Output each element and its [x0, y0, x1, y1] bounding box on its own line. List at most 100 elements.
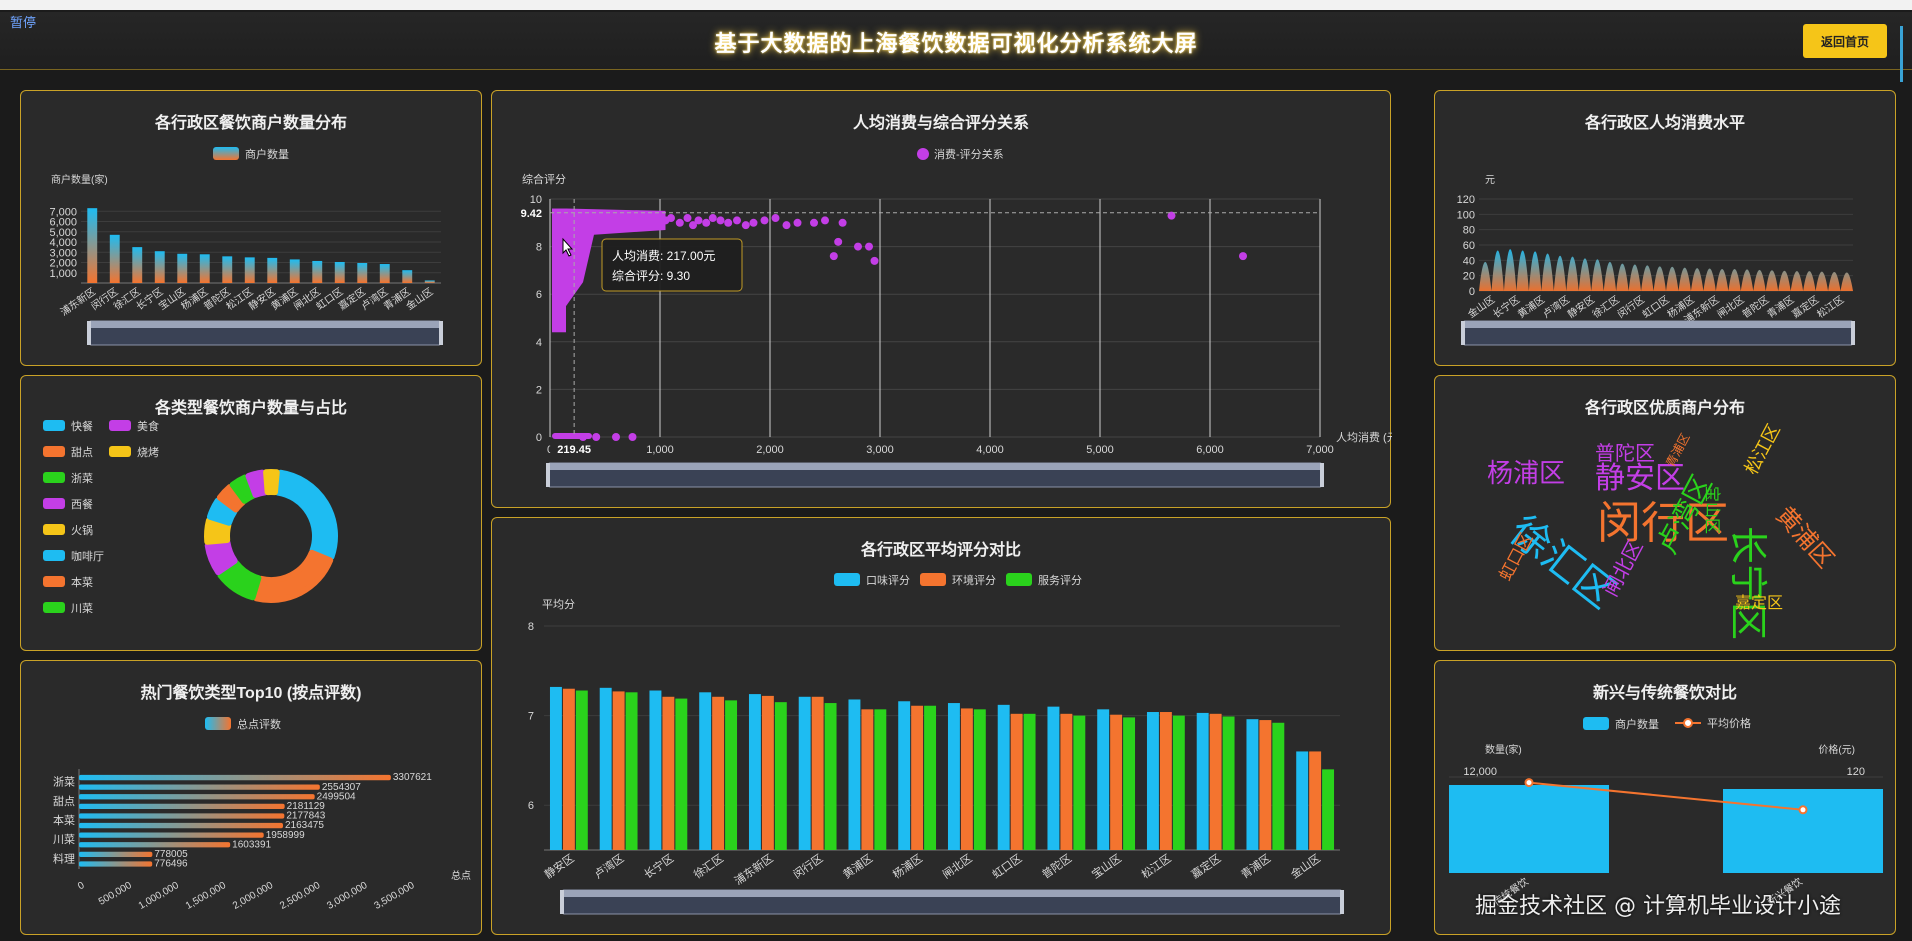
scatter-point[interactable]: [1239, 252, 1247, 261]
legend-快餐-swatch[interactable]: [43, 420, 65, 431]
bar-口味评分-闵行区[interactable]: [798, 696, 811, 850]
word-杨浦区[interactable]: 杨浦区: [1487, 458, 1565, 488]
bar-服务评分-静安区[interactable]: [575, 690, 588, 850]
bar-虹口区[interactable]: [334, 261, 345, 283]
scatter-point[interactable]: [592, 433, 601, 441]
bar-环境评分-卢湾区[interactable]: [612, 691, 625, 850]
legend-环境评分-swatch[interactable]: [920, 573, 946, 586]
legend-浙菜-swatch[interactable]: [43, 472, 65, 483]
zoom-slider-count-handle-right[interactable]: [439, 321, 443, 345]
scatter-point[interactable]: [854, 242, 862, 251]
scatter-point[interactable]: [628, 433, 637, 441]
scatter-point[interactable]: [760, 216, 769, 225]
price-line[interactable]: [1528, 781, 1804, 811]
scatter-point[interactable]: [683, 214, 692, 223]
bar-口味评分-嘉定区[interactable]: [1196, 712, 1209, 850]
bar-卢湾区[interactable]: [379, 264, 390, 283]
bar-静安区[interactable]: [267, 257, 278, 283]
bar-金山区[interactable]: [424, 280, 435, 283]
legend-本菜-swatch[interactable]: [43, 576, 65, 587]
scatter-point[interactable]: [771, 214, 780, 223]
bar-环境评分-虹口区[interactable]: [1010, 713, 1023, 850]
bar-口味评分-虹口区[interactable]: [997, 704, 1010, 850]
pie-slice-甜点[interactable]: [217, 559, 262, 601]
word-黄浦区[interactable]: 黄浦区: [1771, 502, 1839, 574]
bar-口味评分-静安区[interactable]: [549, 686, 562, 850]
bar-环境评分-嘉定区[interactable]: [1209, 713, 1222, 850]
bar-环境评分-浦东新区[interactable]: [761, 695, 774, 850]
zoom-slider-scatter-top[interactable]: [548, 463, 1322, 470]
scatter-point[interactable]: [716, 216, 725, 225]
bar-杨浦区[interactable]: [199, 254, 210, 283]
bar-口味评分-松江区[interactable]: [1146, 712, 1159, 850]
word-宝山区[interactable]: 宝山区: [1703, 486, 1721, 534]
bar-2177843[interactable]: [79, 813, 285, 819]
pie-slice-快餐[interactable]: [274, 469, 338, 560]
scatter-point[interactable]: [793, 218, 802, 227]
bar-环境评分-杨浦区[interactable]: [911, 705, 924, 850]
bar-2499504[interactable]: [79, 794, 315, 800]
bar-服务评分-普陀区[interactable]: [1073, 715, 1086, 850]
bar-服务评分-松江区[interactable]: [1172, 715, 1185, 850]
scatter-point[interactable]: [675, 218, 684, 227]
bar-服务评分-嘉定区[interactable]: [1222, 716, 1235, 850]
bar-环境评分-松江区[interactable]: [1159, 712, 1172, 850]
word-松江区[interactable]: 松江区: [1741, 421, 1784, 478]
bar-松江区[interactable]: [244, 257, 255, 283]
cluster-dense-left[interactable]: [552, 208, 566, 333]
word-闵行区[interactable]: 闵行区: [1597, 499, 1729, 548]
bar-服务评分-宝山区[interactable]: [1123, 717, 1136, 850]
bar-服务评分-金山区[interactable]: [1322, 769, 1335, 850]
bar-环境评分-长宁区[interactable]: [662, 696, 675, 850]
bar-环境评分-青浦区[interactable]: [1259, 720, 1272, 850]
bar-口味评分-闸北区[interactable]: [947, 703, 960, 850]
bar-口味评分-宝山区[interactable]: [1097, 709, 1110, 850]
cluster-dense-band[interactable]: [566, 208, 666, 307]
zoom-slider-rating-top[interactable]: [562, 890, 1342, 897]
pie-slice-美食[interactable]: [253, 549, 334, 603]
pie-slice-烧烤[interactable]: [204, 539, 238, 576]
scatter-point[interactable]: [689, 221, 697, 230]
scatter-point[interactable]: [741, 221, 750, 230]
scatter-point[interactable]: [724, 218, 733, 227]
bar-服务评分-徐汇区[interactable]: [725, 700, 738, 850]
word-青浦区[interactable]: 青浦区: [1663, 431, 1692, 469]
price-point-新兴餐饮[interactable]: [1798, 805, 1808, 815]
bar-环境评分-宝山区[interactable]: [1110, 714, 1123, 850]
bar-服务评分-闸北区[interactable]: [973, 709, 986, 850]
legend-total-reviews-swatch[interactable]: [205, 717, 231, 730]
legend-川菜-swatch[interactable]: [43, 602, 65, 613]
bar-口味评分-青浦区[interactable]: [1246, 719, 1259, 850]
legend-咖啡厅-swatch[interactable]: [43, 550, 65, 561]
legend-merchant-count-swatch[interactable]: [213, 147, 239, 160]
scatter-point[interactable]: [821, 216, 829, 225]
scatter-point[interactable]: [782, 221, 791, 230]
bar-服务评分-杨浦区[interactable]: [924, 705, 937, 850]
scatter-point[interactable]: [865, 242, 873, 251]
bar-长宁区[interactable]: [154, 251, 165, 283]
zoom-slider-price-handle-right[interactable]: [1851, 321, 1855, 345]
scatter-point[interactable]: [667, 214, 675, 223]
bar-口味评分-普陀区[interactable]: [1047, 706, 1060, 850]
word-长宁区[interactable]: 长宁区: [1726, 526, 1768, 640]
scatter-point[interactable]: [1167, 211, 1176, 220]
scatter-point[interactable]: [810, 218, 818, 227]
bar-环境评分-徐汇区[interactable]: [712, 696, 725, 850]
bar-2181129[interactable]: [79, 803, 285, 809]
bar-服务评分-长宁区[interactable]: [675, 698, 688, 850]
legend-烧烤-swatch[interactable]: [109, 446, 131, 457]
word-嘉定区[interactable]: 嘉定区: [1735, 594, 1783, 612]
zoom-slider-rating-handle-right[interactable]: [1340, 890, 1344, 914]
scatter-point[interactable]: [870, 256, 879, 265]
scatter-point[interactable]: [749, 218, 758, 227]
bar-嘉定区[interactable]: [357, 263, 368, 283]
zoom-slider-scatter-handle-left[interactable]: [546, 463, 550, 487]
bar-黄浦区[interactable]: [289, 259, 300, 283]
bar-1958999[interactable]: [79, 832, 264, 838]
scatter-point[interactable]: [733, 216, 741, 225]
bar-服务评分-卢湾区[interactable]: [625, 692, 638, 850]
cluster-zero-row[interactable]: [552, 433, 592, 439]
bar-闵行区[interactable]: [109, 234, 120, 283]
zoom-slider-price-top[interactable]: [1463, 321, 1853, 328]
bar-口味评分-卢湾区[interactable]: [599, 687, 612, 850]
